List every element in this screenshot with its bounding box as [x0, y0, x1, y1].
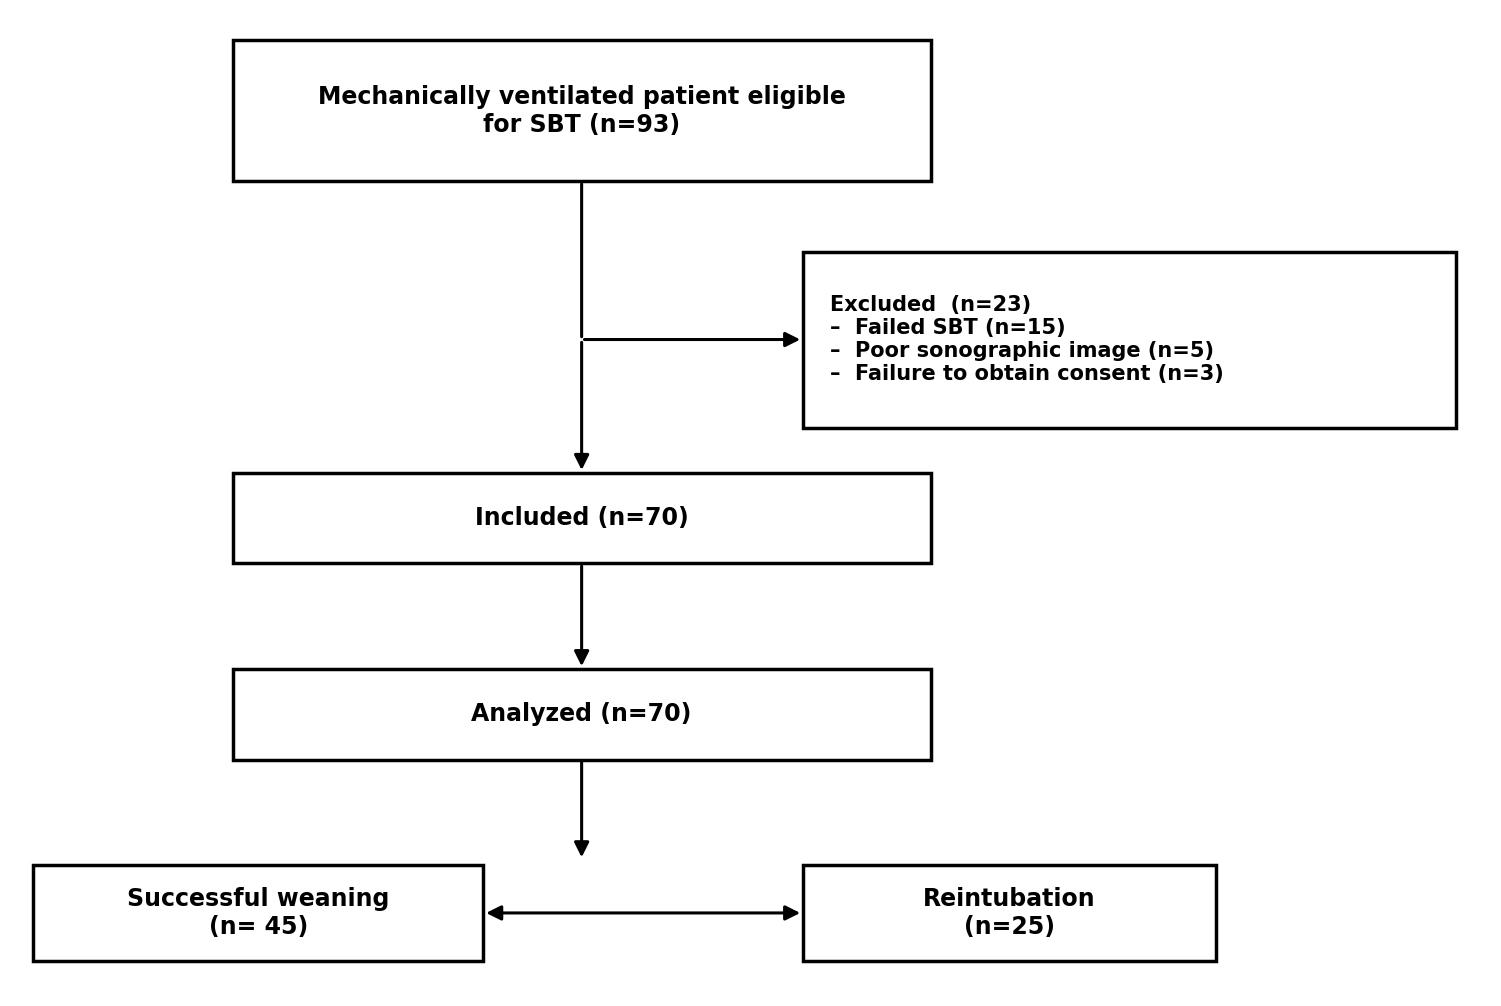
FancyBboxPatch shape [803, 252, 1456, 428]
Text: Successful weaning
(n= 45): Successful weaning (n= 45) [128, 887, 389, 939]
Text: Mechanically ventilated patient eligible
for SBT (n=93): Mechanically ventilated patient eligible… [318, 85, 845, 137]
FancyBboxPatch shape [233, 473, 931, 563]
FancyBboxPatch shape [33, 865, 483, 961]
FancyBboxPatch shape [233, 669, 931, 760]
Text: Excluded  (n=23)
–  Failed SBT (n=15)
–  Poor sonographic image (n=5)
–  Failure: Excluded (n=23) – Failed SBT (n=15) – Po… [830, 295, 1223, 384]
Text: Included (n=70): Included (n=70) [474, 506, 689, 530]
Text: Analyzed (n=70): Analyzed (n=70) [471, 702, 692, 726]
FancyBboxPatch shape [233, 40, 931, 181]
FancyBboxPatch shape [803, 865, 1216, 961]
Text: Reintubation
(n=25): Reintubation (n=25) [923, 887, 1096, 939]
